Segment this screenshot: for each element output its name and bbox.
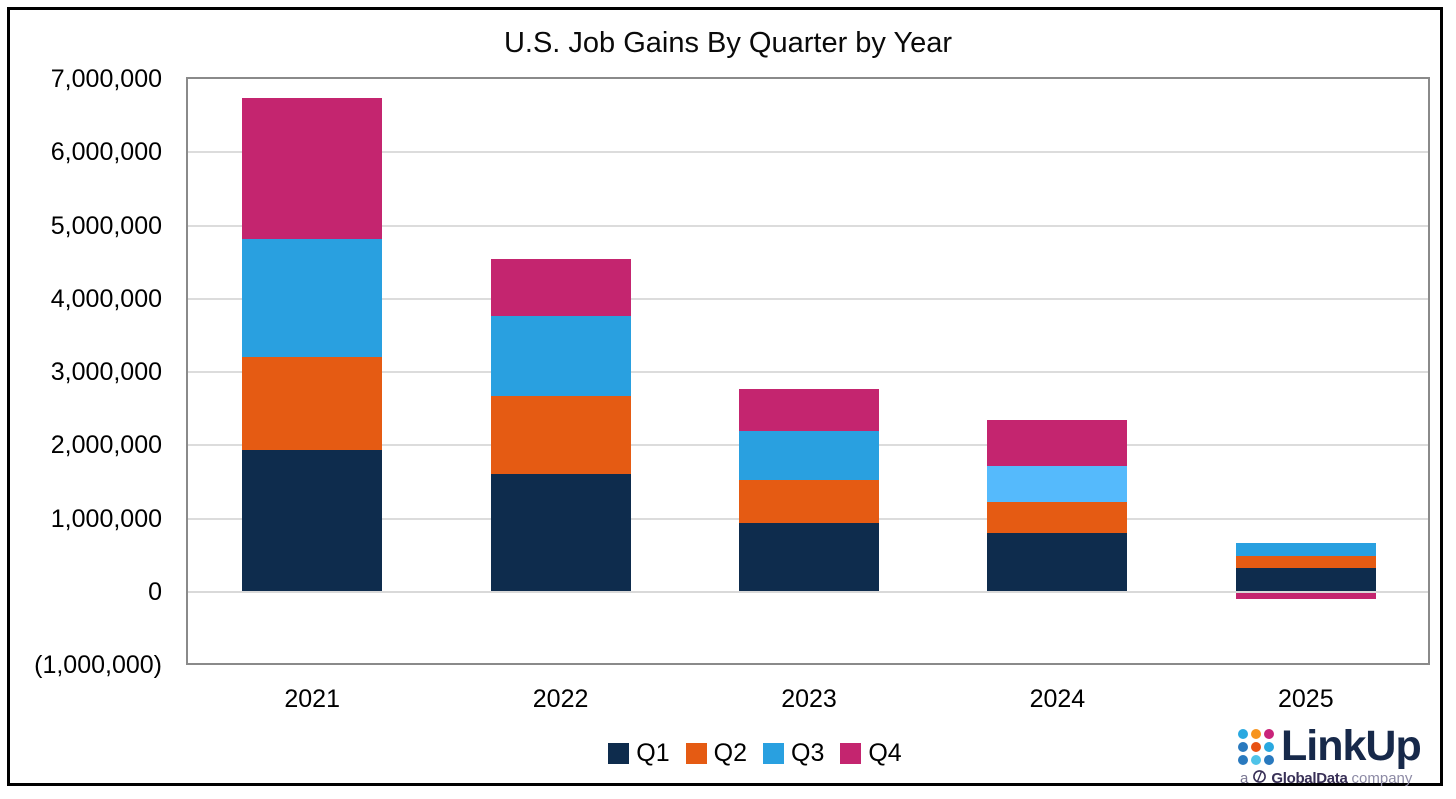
x-axis-label-2021: 2021 [284,685,340,713]
legend-label-q2: Q2 [713,739,747,767]
legend-swatch-q1-icon [608,743,630,764]
gridline [188,297,1430,300]
y-axis-label: 3,000,000 [50,358,162,386]
bar-2021-q1-segment [242,450,383,592]
bar-2023-q4-segment [739,388,879,431]
logo-dot [1264,755,1274,765]
bar-2023-q2-segment [739,479,879,523]
y-axis-label: 6,000,000 [50,138,162,167]
linkup-tagline: a GlobalData company [1238,769,1446,788]
legend-item-q3: Q3 [763,739,824,768]
linkup-wordmark: LinkUp [1281,722,1422,770]
bar-2022-q2-segment [490,396,631,474]
logo-dot [1264,729,1274,739]
x-axis-label-2024: 2024 [1029,685,1086,713]
y-axis-label: 1,000,000 [50,504,162,533]
tagline-brand: GlobalData [1271,770,1348,787]
logo-dot [1238,755,1248,765]
x-axis-label-2025: 2025 [1277,685,1334,713]
bar-2025-q4-segment [1235,592,1376,600]
legend-label-q1: Q1 [636,739,670,767]
bar-2023-q3-segment [739,430,879,480]
outer-border [7,7,1443,786]
plot-area [188,79,1430,665]
bar-2024-q1-segment [987,533,1128,592]
y-axis-label: 0 [148,577,162,606]
chart-title: U.S. Job Gains By Quarter by Year [503,27,953,59]
bar-2025-q3-segment [1235,543,1376,556]
zero-axis-line [188,590,1430,593]
logo-dot [1251,742,1261,752]
linkup-logo: LinkUp a GlobalData company [1238,725,1446,791]
y-axis-label: 4,000,000 [50,284,162,313]
linkup-logo-dots-icon [1238,725,1274,765]
legend: Q1 Q2 Q3 Q4 [27,739,1456,768]
y-axis-label: 5,000,000 [50,211,162,240]
legend-label-q3: Q3 [791,739,825,767]
bar-2024-q2-segment [987,502,1128,534]
linkup-logo-row: LinkUp [1238,722,1446,770]
tagline-suffix: company [1351,770,1413,787]
legend-swatch-q3-icon [763,743,784,764]
gridline [188,151,1430,154]
legend-swatch-q4-icon [840,743,862,764]
legend-swatch-q2-icon [685,743,707,764]
x-axis-labels: 2021 2022 2023 2024 2025 [188,685,1430,717]
globaldata-icon [1252,769,1267,788]
logo-dot [1238,742,1248,752]
legend-label-q4: Q4 [868,739,902,767]
logo-dot [1264,742,1274,752]
bar-2024-q3-segment [987,466,1128,503]
legend-item-q1: Q1 [608,739,670,768]
bar-2022-q4-segment [490,259,631,316]
bar-2021-q2-segment [242,357,383,451]
logo-dot [1238,729,1248,739]
y-axis-label: 2,000,000 [50,431,162,460]
gridline [188,371,1430,373]
bar-2021-q4-segment [242,98,383,240]
legend-item-q2: Q2 [685,739,747,768]
y-axis-label: (1,000,000) [34,651,162,679]
bar-2022-q1-segment [490,473,631,592]
x-axis-label-2023: 2023 [781,685,837,713]
bar-2025-q2-segment [1235,555,1376,568]
bar-2021-q3-segment [242,239,383,358]
bar-2022-q3-segment [490,315,631,397]
legend-item-q4: Q4 [840,739,902,768]
tagline-prefix: a [1240,770,1249,787]
bar-2023-q1-segment [739,522,879,592]
x-axis-label-2022: 2022 [532,685,589,713]
bar-2025-q1-segment [1235,567,1376,592]
y-axis-label: 7,000,000 [50,65,162,93]
bar-2024-q4-segment [987,420,1128,467]
logo-dot [1251,755,1261,765]
y-axis-labels: 7,000,000 6,000,000 5,000,000 4,000,000 3,00… [0,65,162,679]
logo-dot [1251,729,1261,739]
gridline [188,224,1430,227]
